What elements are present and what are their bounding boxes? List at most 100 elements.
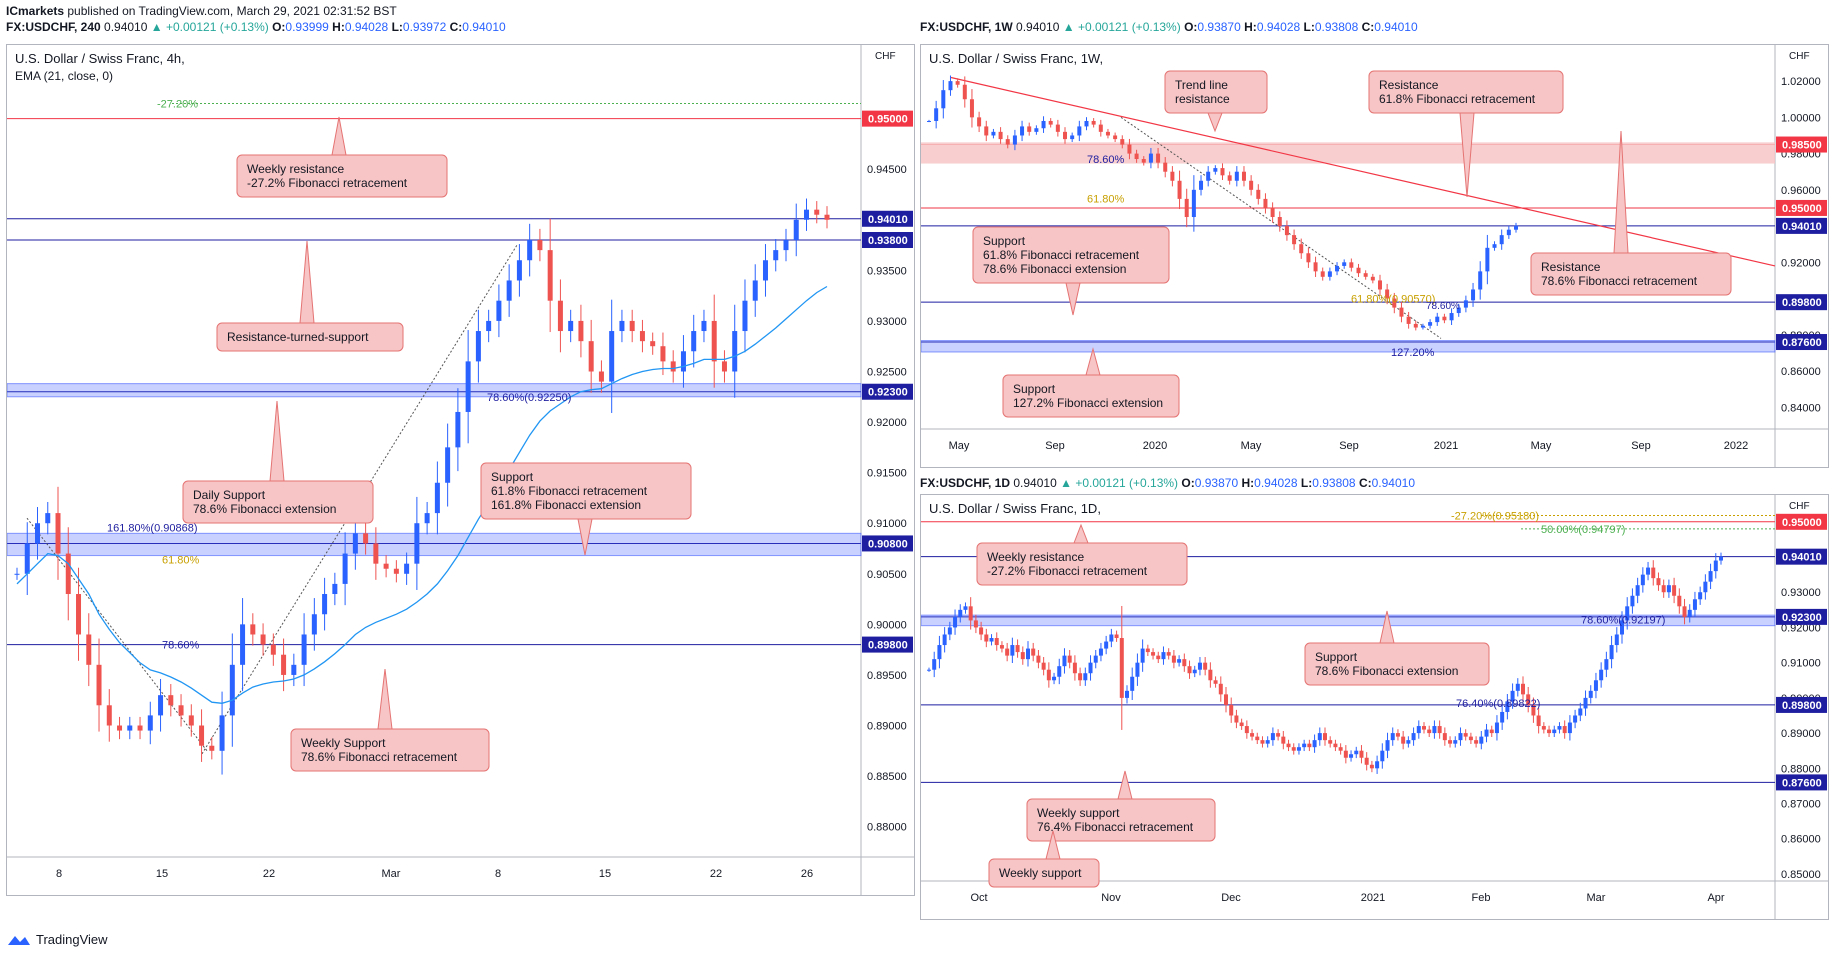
w1-time-tick: Sep (1045, 440, 1065, 452)
d1-candle-body (1010, 645, 1015, 656)
h4-level-label: 0.93800 (868, 235, 908, 247)
h4-candle-body (332, 583, 338, 595)
h4-callout-text: 61.8% Fibonacci retracement (491, 484, 648, 498)
h4-callout-text: 161.8% Fibonacci extension (491, 498, 641, 512)
d1-candle-body (1062, 655, 1067, 667)
chart-panel-4h[interactable]: 0.950000.945000.940000.935000.930000.925… (6, 44, 915, 896)
d1-candle-body (1385, 740, 1390, 751)
d1-candle-body (1583, 697, 1588, 709)
d1-candle-body (1599, 669, 1604, 681)
d1-candle-body (1114, 634, 1119, 639)
d1-level-tag (1776, 774, 1827, 791)
d1-candle-body (1672, 585, 1677, 596)
w1-callout-text: Trend line (1175, 78, 1228, 92)
w1-last: 0.94010 (1016, 20, 1060, 34)
publisher-name: ICmarkets (6, 4, 65, 18)
d1-level-tag (1776, 548, 1827, 565)
d1-price-tick: 0.86000 (1781, 834, 1821, 846)
w1-callout-text: Support (983, 234, 1026, 248)
d1-candle-body (1687, 609, 1692, 617)
h4-callout-pointer (269, 400, 285, 482)
w1-candle-body (1256, 189, 1261, 199)
h4-support-zone (7, 383, 862, 398)
h4-price-tick: 0.90000 (867, 619, 907, 631)
d1-candle-body (1098, 648, 1103, 656)
w1-candle-body (1041, 120, 1046, 129)
w1-time-tick: May (1241, 440, 1262, 452)
h4-fib-label: 161.80%(0.90868) (107, 522, 198, 534)
h4-callout: Weekly resistance-27.2% Fibonacci retrac… (236, 116, 448, 198)
h4-candle-body (178, 705, 184, 716)
w1-candle-body (984, 126, 989, 136)
d1-candle-body (1646, 567, 1651, 575)
w1-candle-body (1055, 124, 1060, 132)
d1-candle-body (1541, 726, 1546, 730)
h4-level-label: 0.95000 (868, 114, 908, 126)
w1-candle-body (1156, 153, 1161, 163)
h4-candle-body (14, 573, 20, 575)
h4-price-tick: 0.90500 (867, 569, 907, 581)
w1-candle-body (1127, 144, 1132, 154)
h4-fib-label: 61.80% (162, 555, 200, 567)
d1-candle-body (1547, 729, 1552, 734)
d1-candle-body (1692, 599, 1697, 610)
h4-open: 0.93999 (285, 20, 329, 34)
d1-open: 0.93870 (1194, 476, 1239, 490)
h4-change: ▲ +0.00121 (+0.13%) (150, 20, 269, 34)
d1-candle-body (1078, 673, 1083, 681)
h4-candle-body (588, 341, 594, 372)
h4-candle-body (168, 695, 174, 706)
h4-candle-body (711, 320, 717, 362)
h4-candle-body (773, 250, 779, 261)
chart-4h-svg[interactable]: 0.950000.945000.940000.935000.930000.925… (7, 45, 914, 895)
w1-candle-body (1163, 162, 1168, 172)
d1-callout-pointer (1073, 523, 1089, 544)
d1-callout-pointer (1117, 770, 1133, 800)
h4-candle-body (752, 280, 758, 301)
w1-candle-body (1413, 323, 1418, 328)
d1-candle-body (1239, 722, 1244, 727)
d1-callout-box (1304, 642, 1490, 686)
h4-high: 0.94028 (344, 20, 389, 34)
d1-candle-body (1406, 740, 1411, 744)
chart-1w-svg[interactable]: 1.020001.000000.980000.960000.940000.920… (921, 45, 1828, 467)
d1-candle-body (1401, 736, 1406, 744)
w1-candle-body (955, 81, 960, 85)
h4-candle-body (762, 260, 768, 281)
w1-candle-body (1485, 247, 1490, 272)
w1-symbol: FX:USDCHF, 1W (920, 20, 1013, 34)
d1-callout-text: Weekly resistance (987, 550, 1084, 564)
h4-candle-body (352, 533, 358, 554)
h4-level-tag (862, 636, 913, 653)
h4-level-label: 0.90800 (868, 538, 908, 550)
h4-candle-body (24, 543, 30, 574)
d1-candle-body (1593, 680, 1598, 691)
w1-level-tag (1776, 217, 1827, 234)
tradingview-logo-icon (8, 935, 30, 945)
w1-trend-line (950, 76, 1776, 267)
h4-candle-body (445, 447, 451, 483)
d1-candle-body (1192, 669, 1197, 674)
chart-1d-svg[interactable]: 0.950000.940000.930000.920000.910000.900… (921, 495, 1828, 919)
d1-candle-body (1104, 641, 1109, 649)
d1-candle-body (1244, 726, 1249, 734)
d1-candle-body (1719, 556, 1723, 561)
d1-candle-body (1052, 676, 1057, 681)
chart-panel-1d[interactable]: 0.950000.940000.930000.920000.910000.900… (920, 494, 1829, 920)
tradingview-brand[interactable]: TradingView (6, 932, 108, 947)
w1-candle-body (1012, 135, 1017, 145)
chart-title-4h: U.S. Dollar / Swiss Franc, 4h, (15, 51, 185, 66)
w1-candle-body (1277, 217, 1282, 227)
h4-candle-body (516, 260, 522, 281)
d1-candle-body (973, 620, 978, 628)
h4-candle-body (86, 634, 92, 665)
w1-candle-body (941, 90, 946, 109)
d1-candle-body (1437, 726, 1442, 734)
d1-candle-body (1182, 659, 1187, 667)
w1-callout-text: 127.2% Fibonacci extension (1013, 396, 1163, 410)
chart-panel-1w[interactable]: 1.020001.000000.980000.960000.940000.920… (920, 44, 1829, 468)
d1-candle-body (1422, 726, 1426, 730)
w1-candle-body (1356, 267, 1361, 274)
d1-candle-body (1651, 567, 1656, 579)
